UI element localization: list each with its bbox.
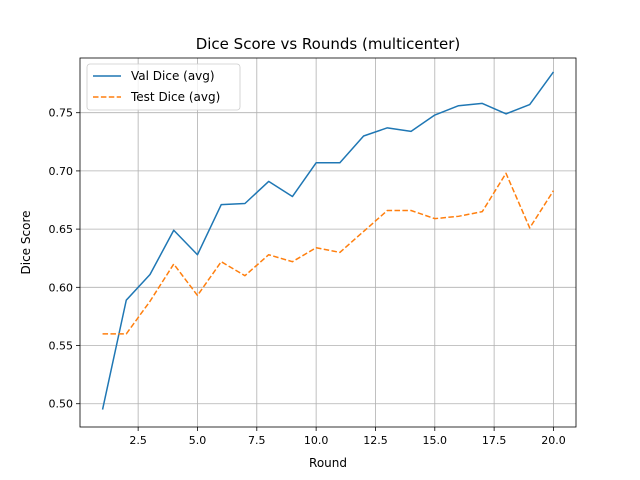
x-tick-label: 5.0 <box>189 434 207 447</box>
x-tick-label: 7.5 <box>248 434 266 447</box>
val-dice-line <box>101 71 555 410</box>
chart-title: Dice Score vs Rounds (multicenter) <box>196 35 461 53</box>
x-tick-label: 10.0 <box>304 434 329 447</box>
series-lines <box>101 71 555 410</box>
x-tick-label: 20.0 <box>541 434 566 447</box>
y-tick-label: 0.50 <box>49 398 74 411</box>
legend: Val Dice (avg) Test Dice (avg) <box>86 63 241 111</box>
y-tick-label: 0.55 <box>49 340 74 353</box>
grid <box>80 58 576 427</box>
x-tick-label: 17.5 <box>482 434 507 447</box>
y-tick-label: 0.60 <box>49 281 74 294</box>
y-tick-label: 0.75 <box>49 107 74 120</box>
x-axis-label: Round <box>309 456 347 470</box>
y-tick-label: 0.70 <box>49 165 74 178</box>
legend-label-val: Val Dice (avg) <box>131 69 215 83</box>
x-tick-label: 2.5 <box>129 434 147 447</box>
plot-frame <box>79 57 577 428</box>
x-tick-label: 15.0 <box>423 434 448 447</box>
y-tick-label: 0.65 <box>49 223 74 236</box>
axis-ticks: 2.5 5.0 7.5 10.0 12.5 15.0 17.5 20.0 0.50 0.55 0.6… <box>49 107 566 447</box>
legend-box <box>86 63 241 111</box>
test-dice-line <box>102 172 555 335</box>
x-tick-label: 12.5 <box>363 434 388 447</box>
legend-label-test: Test Dice (avg) <box>130 90 220 104</box>
y-axis-label: Dice Score <box>19 211 33 275</box>
